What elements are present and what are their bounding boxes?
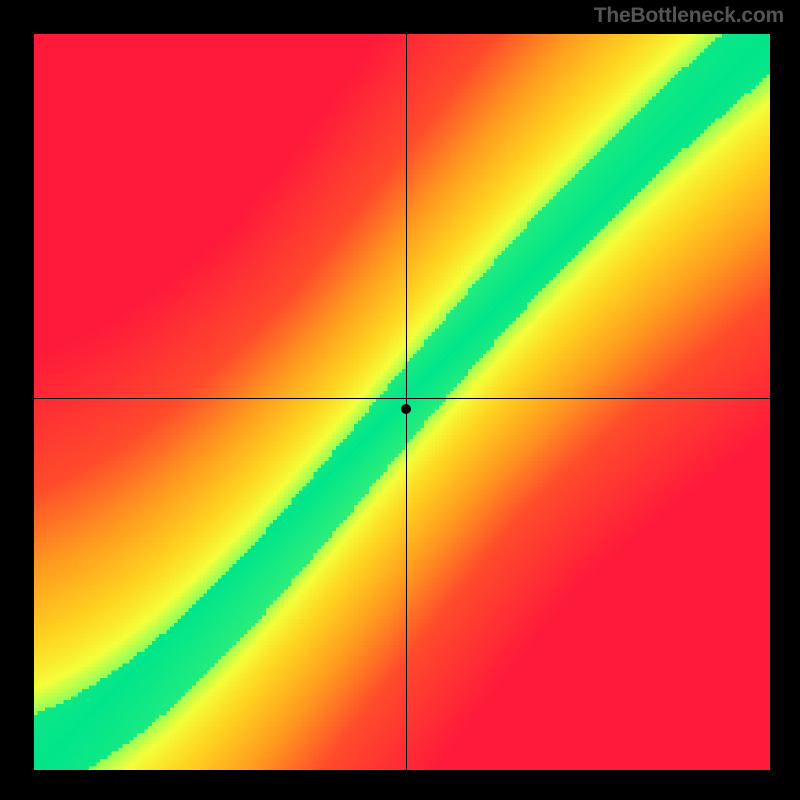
chart-container: TheBottleneck.com xyxy=(0,0,800,800)
crosshair-vertical xyxy=(406,34,407,770)
watermark-text: TheBottleneck.com xyxy=(594,4,784,28)
bottleneck-heatmap xyxy=(34,34,770,770)
plot-frame xyxy=(32,32,768,768)
crosshair-horizontal xyxy=(34,398,770,399)
selection-marker xyxy=(401,404,411,414)
